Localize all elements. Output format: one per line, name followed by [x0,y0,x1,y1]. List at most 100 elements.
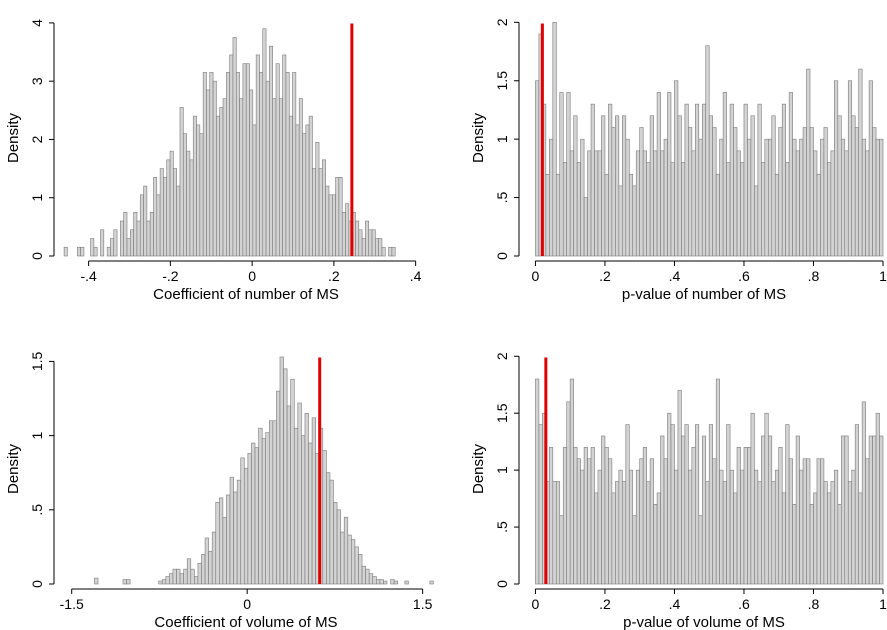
histogram-bar [781,492,786,585]
y-axis-title: Density [470,112,487,163]
histogram-bar [844,435,849,585]
x-tick-label: 0 [243,596,251,612]
histogram-bar [597,469,602,585]
histogram-bar [736,150,741,257]
x-tick-label: .8 [808,268,820,284]
histogram-bar [792,503,797,585]
histogram-bar [194,576,199,585]
histogram-bar [240,457,245,585]
histogram-bar [875,412,880,585]
histogram-bar [847,481,853,585]
histogram-bar [785,424,790,585]
y-tick-label: 1.5 [29,351,45,371]
histogram-bar [333,502,338,585]
histogram-bar [169,573,174,585]
histogram-bar [265,80,270,257]
histogram-bar [663,458,668,585]
histogram-bar [712,458,717,585]
histogram-bar [827,492,832,585]
histogram-bar [715,378,720,585]
histogram-bar [701,435,707,585]
histogram-bar [799,469,804,585]
histogram-bar [93,246,98,257]
histogram-bar [285,72,290,257]
histogram-bar [788,458,793,585]
histogram-bar [272,98,277,257]
histogram-bar [792,138,797,257]
histogram-bar [580,469,585,585]
histogram-bar [625,424,630,585]
histogram-bar [761,162,766,257]
histogram-bar [562,447,568,585]
histogram-bar [288,115,293,257]
histogram-bar [705,45,710,257]
y-axis-title: Density [5,112,22,163]
histogram-bar [837,503,842,585]
histogram-bar [312,168,317,257]
histogram-bar [161,579,167,585]
histogram-bar [639,458,644,585]
x-tick-label: 1 [879,596,887,612]
histogram-bar [298,98,303,257]
histogram-bar [625,138,630,257]
histogram-bar [268,420,274,585]
histogram-bar [279,98,283,257]
histogram-bar [583,197,588,257]
histogram-bar [743,447,748,585]
histogram-bar [691,150,696,257]
x-tick-label: .4 [669,268,681,284]
x-tick-label: -.4 [80,268,97,284]
histogram-bar [358,554,363,585]
histogram-bar [297,402,302,585]
histogram-bar [559,92,564,257]
y-tick-label: .5 [494,521,510,533]
histogram-bar [646,481,651,585]
histogram-bar [139,194,144,257]
histogram-bar [259,72,264,257]
histogram-bar [341,212,346,257]
histogram-bar [879,435,884,585]
histogram-bar [179,573,184,585]
histogram-bar [820,458,825,585]
histogram-bar [813,492,818,585]
histogram-bar [820,138,825,257]
histogram-bar [677,115,682,257]
histogram-bar [868,435,873,585]
histogram-bar [429,580,434,585]
histogram-bar [244,467,249,585]
histogram-bar [226,494,231,585]
histogram-bar [261,438,267,585]
histogram-bar [726,424,731,585]
histogram-bar [338,177,343,257]
histogram-bar [632,515,637,585]
histogram-bar [778,127,783,257]
histogram-bar [865,458,870,585]
histogram-bar [255,54,260,257]
histogram-bar [326,472,331,585]
histogram-bar [222,98,227,257]
histogram-bar [94,577,99,585]
histogram-bar [173,168,177,257]
x-tick-label: .8 [808,596,820,612]
x-tick-label: 1 [879,268,887,284]
histogram-bar [816,458,821,585]
histogram-bar [199,133,204,257]
histogram-bar [601,435,606,585]
y-tick-label: 0 [494,580,510,588]
histogram-bar [282,54,287,257]
histogram-bar [552,22,557,257]
histogram-bar [153,177,158,257]
y-tick-label: 0 [29,580,45,588]
histogram-bar [229,476,234,585]
histogram-bar [844,150,849,257]
histogram-bar [788,92,793,257]
histogram-bar [239,98,244,257]
histogram-bar [247,453,252,585]
y-tick-label: 1 [494,135,510,143]
histogram-bar [695,424,700,585]
histogram-bar [590,447,595,585]
histogram-bar [340,531,345,585]
histogram-bar [322,159,326,257]
histogram-bar [190,568,195,585]
